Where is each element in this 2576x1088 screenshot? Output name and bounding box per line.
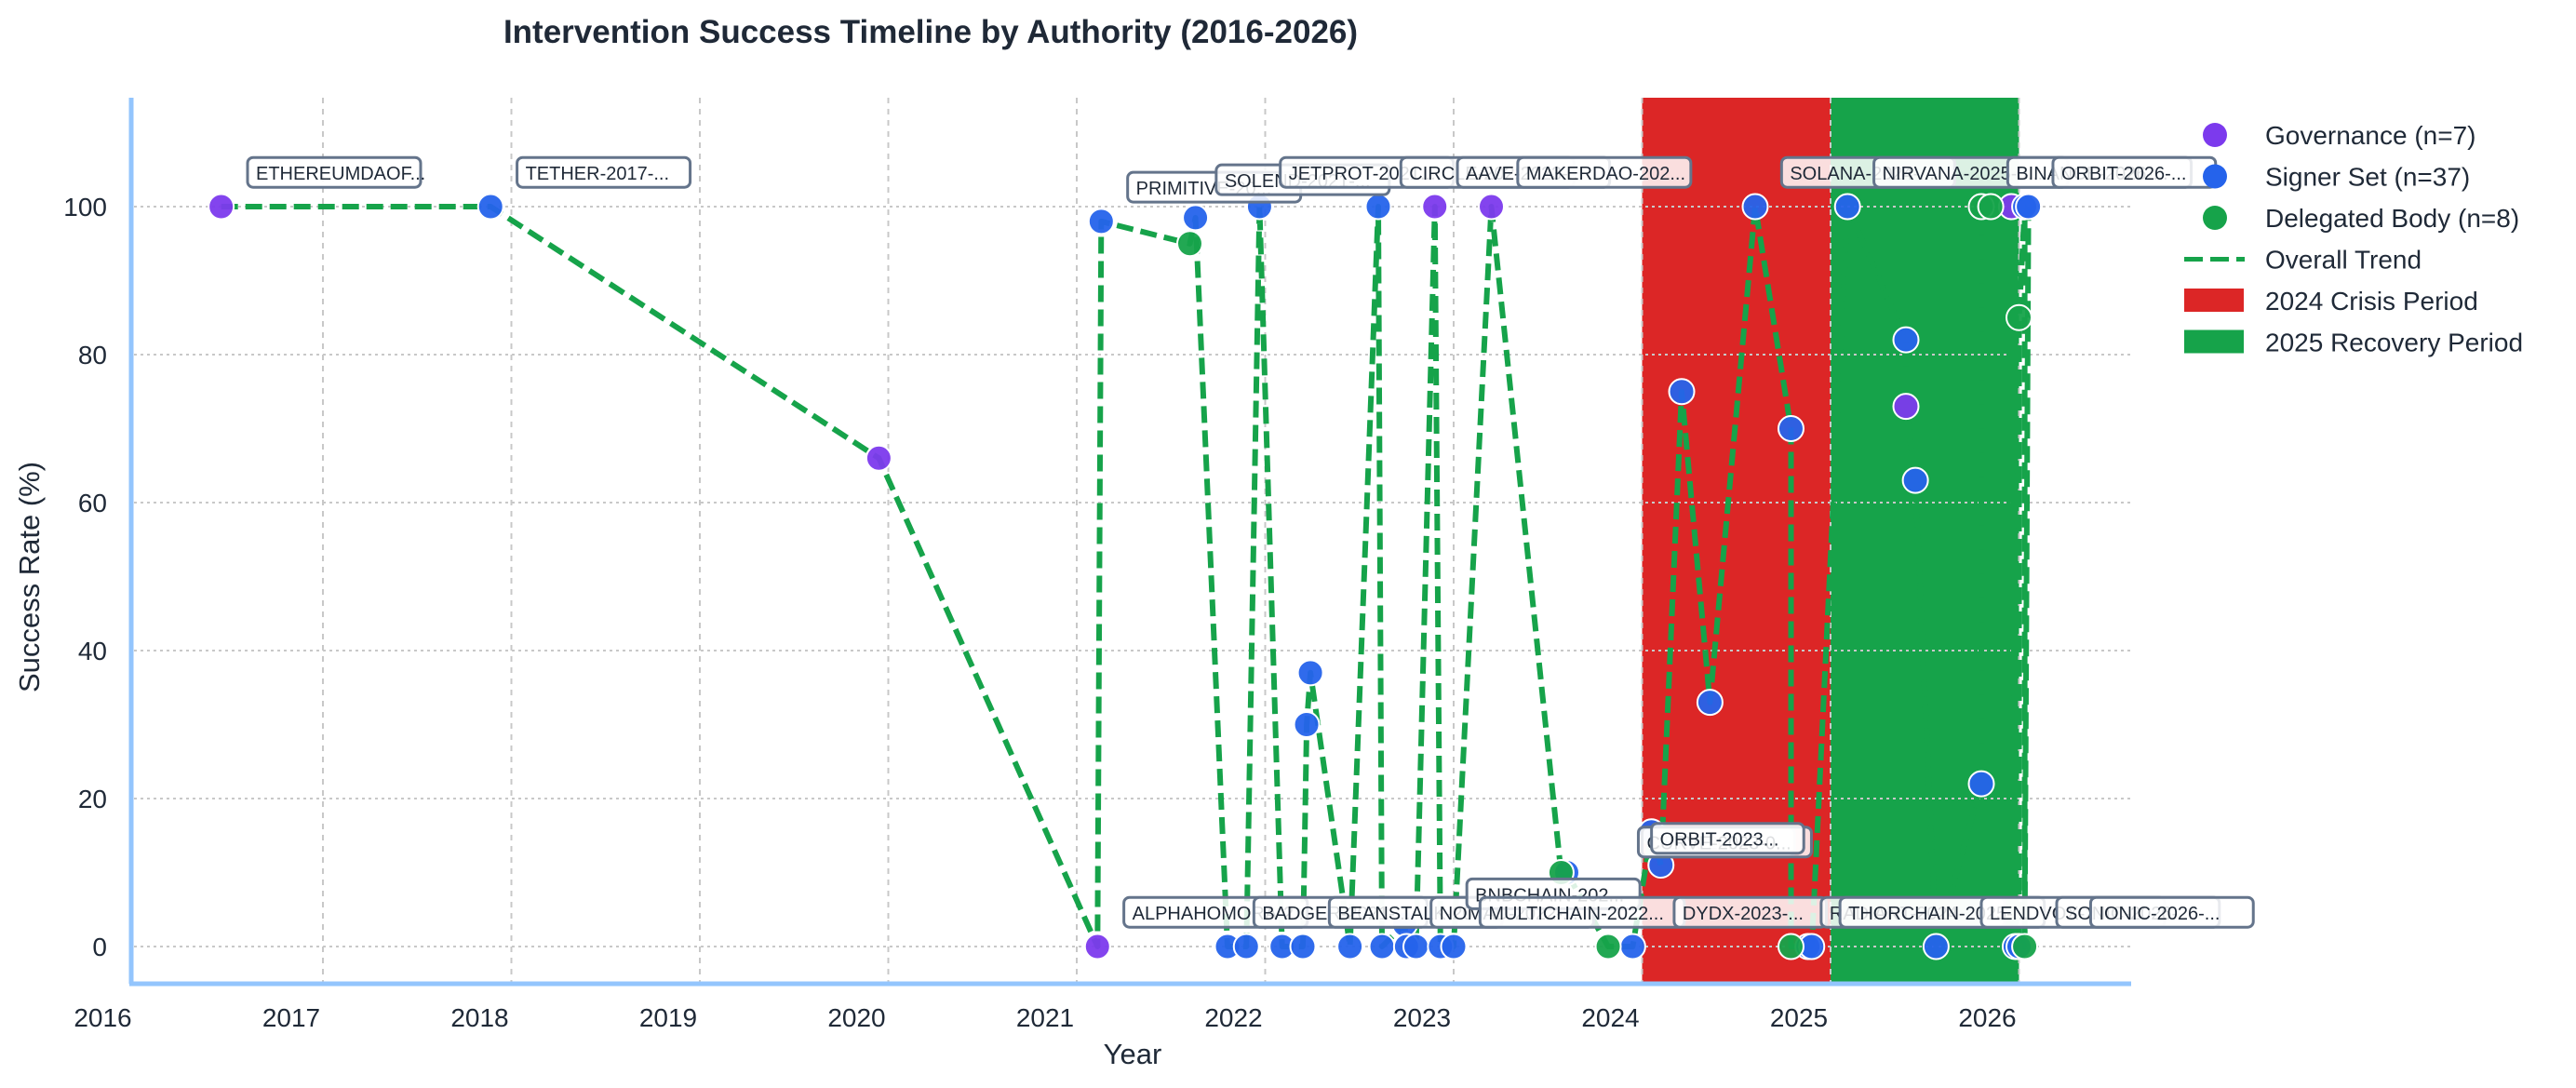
x-tick-label: 2024 [1581, 1003, 1639, 1032]
annotation-label: DYDX-2023-... [1683, 904, 1804, 924]
data-point [1087, 208, 1115, 235]
data-point [1696, 689, 1724, 717]
x-tick-labels: 2016 2017 2018 2019 2020 2021 2022 2023 2024 2025… [74, 1003, 2016, 1032]
data-point [1421, 193, 1449, 221]
data-point [1777, 415, 1805, 442]
y-tick-labels: 0 20 40 60 80 100 [63, 193, 107, 961]
y-tick-label: 60 [78, 489, 107, 517]
data-point [1176, 230, 1203, 258]
x-tick-label: 2026 [1958, 1003, 2016, 1032]
annotation-label: ORBIT-2023... [1660, 830, 1779, 851]
data-point [1922, 933, 1950, 960]
data-point [865, 444, 892, 472]
data-point [1967, 770, 1995, 798]
x-tick-label: 2022 [1204, 1003, 1262, 1032]
x-tick-label: 2025 [1770, 1003, 1828, 1032]
legend-patch-icon [2184, 289, 2244, 312]
annotation-box [1650, 822, 1805, 855]
annotation-box [2088, 895, 2255, 929]
x-tick-label: 2020 [827, 1003, 885, 1032]
legend: Governance (n=7) Signer Set (n=37) Delegat… [2184, 121, 2523, 357]
y-tick-label: 80 [78, 341, 107, 369]
annotation-label: ETHEREUMDAOF... [256, 164, 425, 184]
data-point [1083, 933, 1111, 960]
data-point [1901, 466, 1929, 494]
legend-label: Overall Trend [2265, 246, 2422, 275]
legend-label: 2025 Recovery Period [2265, 329, 2523, 357]
y-axis-label: Success Rate (%) [13, 462, 46, 692]
data-point [1296, 659, 1324, 687]
point-annotations: ETHEREUMDAOF... TETHER-2017-...PRIMITIVE-… [246, 155, 2255, 929]
legend-marker-icon [2203, 164, 2227, 189]
x-tick-label: 2018 [450, 1003, 508, 1032]
data-point [1618, 933, 1646, 960]
x-tick-label: 2021 [1016, 1003, 1074, 1032]
data-point [208, 193, 235, 221]
data-point [1336, 933, 1364, 960]
data-point [1440, 933, 1468, 960]
x-tick-label: 2023 [1393, 1003, 1451, 1032]
annotation-label: MULTICHAIN-2022... [1488, 904, 1664, 924]
data-point [2015, 193, 2043, 221]
chart-title: Intervention Success Timeline by Authori… [503, 14, 1358, 50]
legend-marker-icon [2203, 123, 2227, 147]
x-tick-label: 2017 [262, 1003, 320, 1032]
data-point [1777, 933, 1805, 960]
data-point [1293, 711, 1321, 738]
annotation-box [1516, 155, 1693, 189]
data-point [1182, 204, 1210, 232]
data-point [1741, 193, 1769, 221]
data-point [1892, 393, 1920, 421]
annotation-label: TETHER-2017-... [526, 164, 669, 184]
annotation-box [246, 155, 423, 189]
legend-patch-icon [2184, 329, 2244, 354]
data-point [1364, 193, 1392, 221]
data-point [476, 193, 504, 221]
legend-label: Governance (n=7) [2265, 121, 2475, 150]
x-axis-label: Year [1104, 1038, 1162, 1070]
legend-label: Delegated Body (n=8) [2265, 204, 2519, 233]
annotation-label: JETPROT-2021... [1289, 164, 1436, 184]
data-point [1402, 933, 1429, 960]
data-point [1368, 933, 1396, 960]
data-point [2006, 303, 2033, 331]
legend-marker-icon [2203, 206, 2227, 230]
annotation-label: IONIC-2026-... [2099, 904, 2220, 924]
x-tick-label: 2019 [639, 1003, 697, 1032]
trend-polyline [221, 204, 2032, 949]
overall-trend-line [221, 204, 2032, 949]
y-tick-label: 0 [92, 933, 107, 961]
legend-label: 2024 Crisis Period [2265, 287, 2478, 316]
y-tick-label: 100 [63, 193, 107, 222]
annotation-label: MAKERDAO-202... [1526, 164, 1685, 184]
data-point [1892, 326, 1920, 354]
annotation-box [516, 155, 692, 189]
y-tick-label: 40 [78, 637, 107, 665]
data-point [1977, 193, 2005, 221]
data-point [1668, 378, 1696, 406]
annotation-label: NIRVANA-2025-0... [1883, 164, 2044, 184]
data-point [1289, 933, 1317, 960]
data-point [2011, 933, 2039, 960]
x-tick-label: 2016 [74, 1003, 131, 1032]
legend-label: Signer Set (n=37) [2265, 163, 2470, 192]
data-point [1478, 193, 1505, 221]
data-points [208, 193, 2043, 960]
data-point [1232, 933, 1260, 960]
annotation-label: ORBIT-2026-... [2061, 164, 2187, 184]
y-tick-label: 20 [78, 785, 107, 813]
data-point [1833, 193, 1861, 221]
data-point [1594, 933, 1622, 960]
